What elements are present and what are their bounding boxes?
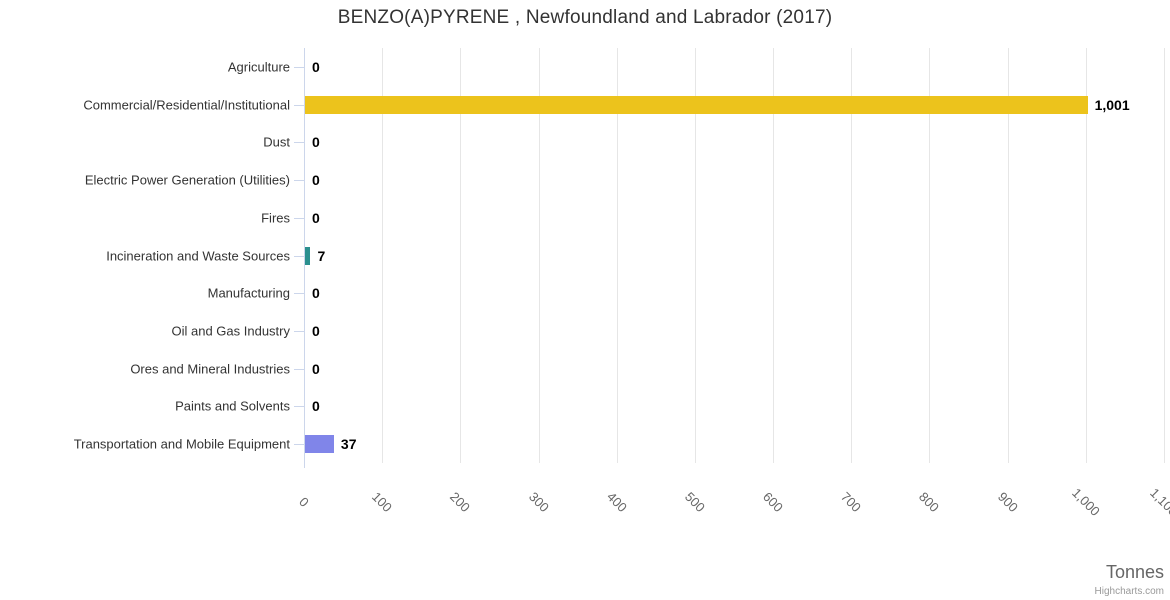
category-tick [294,444,304,446]
gridline [1085,48,1087,463]
x-axis-tick-label: 800 [916,489,943,515]
bar-commercial-residential-institutional[interactable] [305,95,1088,114]
chart-title: BENZO(A)PYRENE , Newfoundland and Labrad… [337,7,833,28]
x-axis-title: Tonnes [1105,562,1164,582]
data-label: 0 [312,360,320,377]
x-axis-tick-label: 700 [838,489,865,515]
y-axis-line [304,48,305,468]
category-label: Ores and Mineral Industries [130,361,290,377]
category-label: Paints and Solvents [175,398,290,414]
category-label: Oil and Gas Industry [171,323,291,339]
x-axis-tick-label: 400 [603,489,630,515]
highcharts-credits-link[interactable]: Highcharts.com [1094,586,1164,597]
category-label: Electric Power Generation (Utilities) [84,172,290,188]
data-label: 0 [312,398,320,415]
data-label: 0 [312,134,320,151]
data-label: 0 [312,172,320,189]
category-label: Fires [261,210,290,226]
category-tick [294,255,304,257]
category-tick [294,330,304,332]
category-label: Agriculture [227,59,290,75]
category-tick [294,180,304,182]
category-label: Incineration and Waste Sources [106,248,290,263]
gridline [694,48,696,463]
data-label: 0 [312,285,320,302]
x-axis-tick-label: 0 [296,494,312,510]
category-label: Manufacturing [207,285,290,301]
gridline [460,48,462,463]
gridline [382,48,384,463]
category-tick [294,293,304,295]
data-label: 1,001 [1094,96,1130,113]
gridline [538,48,540,463]
category-label: Commercial/Residential/Institutional [83,97,290,113]
category-tick [294,104,304,106]
data-label: 37 [340,436,357,453]
gridline [851,48,853,463]
data-label: 7 [317,247,326,264]
data-label: 0 [312,322,320,339]
data-label: 0 [312,58,320,75]
bar-incineration-and-waste-sources[interactable] [305,246,311,265]
category-tick [294,406,304,408]
x-axis-tick-label: 1,000 [1069,485,1103,519]
category-tick [294,217,304,219]
x-axis-tick-label: 200 [447,489,474,515]
gridline [929,48,931,463]
gridline [1164,48,1165,463]
gridline [1007,48,1009,463]
category-tick [294,368,304,370]
x-axis-tick-label: 100 [369,489,396,515]
category-label: Transportation and Mobile Equipment [73,436,290,452]
x-axis-tick-label: 1,100 [1147,485,1170,519]
x-axis-tick-label: 600 [760,489,787,515]
x-axis-tick-label: 500 [681,489,708,515]
gridline [616,48,618,463]
x-axis-tick-label: 900 [994,489,1021,515]
category-tick [294,66,304,68]
gridline [773,48,775,463]
category-tick [294,142,304,144]
category-label: Dust [263,134,290,150]
bar-transportation-and-mobile-equipment[interactable] [305,435,334,454]
x-axis-tick-label: 300 [525,489,552,515]
data-label: 0 [312,209,320,226]
